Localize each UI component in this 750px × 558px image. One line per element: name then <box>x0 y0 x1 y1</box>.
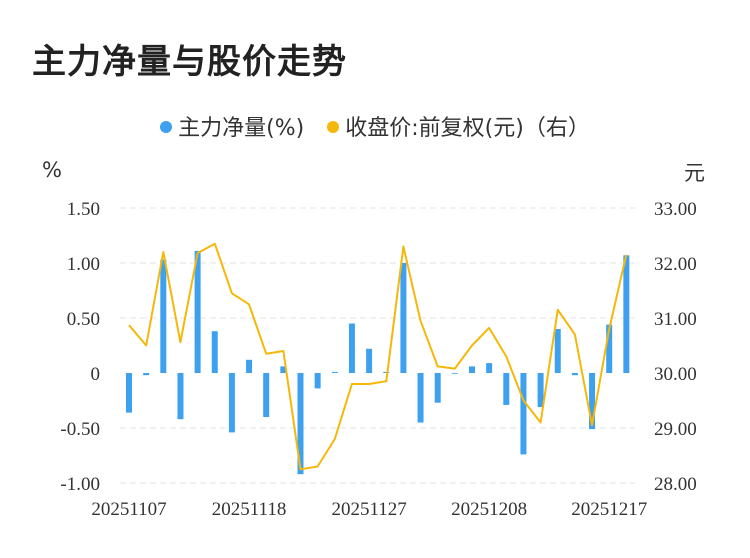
x-tick-label: 20251127 <box>331 499 406 520</box>
right-tick-label: 28.00 <box>654 474 697 495</box>
legend-dot-net-flow-icon <box>160 121 173 133</box>
right-tick-label: 33.00 <box>654 199 697 220</box>
left-tick-label: -1.00 <box>60 474 100 495</box>
net-flow-bar <box>537 373 544 408</box>
x-tick-label: 20251107 <box>91 499 166 520</box>
net-flow-bar <box>571 373 578 376</box>
left-tick-label: 1.00 <box>67 254 100 275</box>
x-tick-label: 20251208 <box>451 499 527 520</box>
x-tick-label: 20251217 <box>571 499 647 520</box>
net-flow-bar <box>623 255 630 373</box>
net-flow-bar <box>400 263 407 373</box>
net-flow-bar <box>280 366 287 373</box>
right-tick-label: 29.00 <box>654 419 697 440</box>
net-flow-bar <box>194 250 201 373</box>
net-flow-bar <box>211 331 218 373</box>
left-tick-label: 1.50 <box>67 199 100 220</box>
net-flow-bar <box>348 323 355 373</box>
chart-title: 主力净量与股价走势 <box>32 42 347 82</box>
net-flow-bar <box>314 373 321 389</box>
net-flow-bar <box>143 373 150 376</box>
close-price-line <box>128 242 628 471</box>
net-flow-bar <box>383 371 390 373</box>
net-flow-bar <box>177 373 184 420</box>
right-tick-label: 31.00 <box>654 309 697 330</box>
x-tick-label: 20251118 <box>212 499 287 520</box>
net-flow-bar <box>434 373 441 403</box>
net-flow-bar <box>486 363 493 373</box>
right-tick-label: 30.00 <box>654 364 697 385</box>
net-flow-bar <box>297 373 304 475</box>
left-tick-label: 0 <box>91 364 101 385</box>
net-flow-bar <box>263 373 270 417</box>
net-flow-bar <box>331 371 338 373</box>
net-flow-bar <box>520 373 527 455</box>
legend-item-close-price[interactable]: 收盘价:前复权(元)（右） <box>327 110 590 142</box>
net-flow-bar <box>451 373 458 374</box>
net-flow-bar <box>417 373 424 423</box>
legend: 主力净量(%) 收盘价:前复权(元)（右） <box>0 110 750 142</box>
left-axis-unit: % <box>42 158 62 182</box>
net-flow-bar <box>554 329 561 373</box>
left-tick-label: 0.50 <box>67 309 100 330</box>
net-flow-bar <box>606 324 613 373</box>
net-flow-bar <box>228 373 235 433</box>
net-flow-bar <box>503 373 510 405</box>
net-flow-bar <box>589 373 596 430</box>
net-flow-bar <box>160 259 167 373</box>
left-tick-label: -0.50 <box>60 419 100 440</box>
net-flow-bar <box>126 373 132 413</box>
legend-item-net-flow[interactable]: 主力净量(%) <box>160 110 304 142</box>
right-axis-unit: 元 <box>684 161 705 185</box>
net-flow-bar <box>366 348 373 373</box>
net-flow-bar <box>246 359 253 373</box>
net-flow-bar <box>469 366 475 373</box>
legend-label-close-price: 收盘价:前复权(元)（右） <box>345 116 590 141</box>
legend-dot-close-price-icon <box>327 121 340 133</box>
legend-label-net-flow: 主力净量(%) <box>178 116 305 141</box>
right-tick-label: 32.00 <box>654 254 697 275</box>
